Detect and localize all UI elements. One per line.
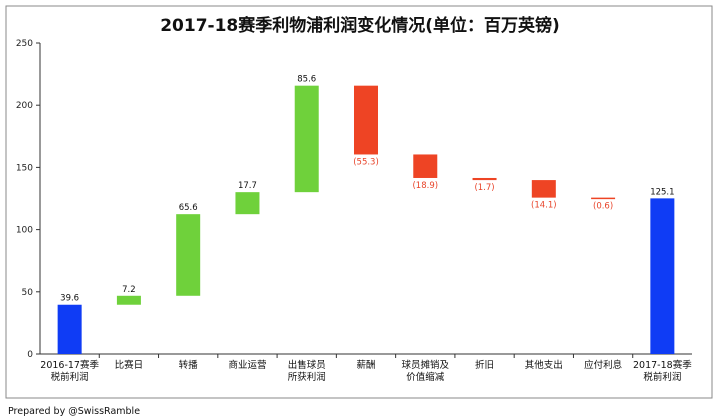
- category-label: 应付利息: [584, 359, 622, 371]
- y-tick-label: 200: [16, 101, 33, 111]
- bar-increase: [116, 295, 141, 305]
- category-label: 转播: [179, 359, 199, 371]
- category-label: 2016-17赛季: [40, 359, 99, 371]
- category-label: 2017-18赛季: [633, 359, 692, 371]
- data-label: 7.2: [122, 285, 136, 295]
- data-label: (14.1): [531, 201, 557, 211]
- category-label: 薪酬: [356, 359, 375, 371]
- y-tick-label: 250: [16, 39, 33, 49]
- data-label: (0.6): [593, 201, 613, 211]
- data-label: 65.6: [179, 203, 198, 213]
- y-tick-label: 50: [22, 288, 34, 298]
- bar-decrease: [591, 197, 616, 200]
- data-label: (55.3): [353, 157, 379, 167]
- y-tick-label: 0: [27, 350, 33, 360]
- plot-area: 05010015020025039.62016-17赛季税前利润7.2比赛日65…: [16, 39, 692, 383]
- y-tick-label: 100: [16, 226, 33, 236]
- bar-decrease: [472, 177, 497, 181]
- y-tick-label: 150: [16, 163, 33, 173]
- data-label: 85.6: [297, 75, 316, 85]
- bar-increase: [176, 214, 201, 296]
- data-label: 39.6: [60, 294, 79, 304]
- bar-increase: [294, 85, 319, 193]
- category-label: 比赛日: [115, 359, 144, 371]
- credit-text: Prepared by @SwissRamble: [8, 406, 140, 417]
- category-label: 所获利润: [288, 371, 326, 383]
- category-label: 折旧: [475, 359, 494, 371]
- data-label: (1.7): [474, 183, 494, 193]
- chart-title: 2017-18赛季利物浦利润变化情况(单位：百万英镑): [160, 15, 560, 36]
- data-label: 17.7: [238, 181, 257, 191]
- data-label: 125.1: [650, 187, 674, 197]
- bar-decrease: [354, 85, 378, 155]
- bar-total: [57, 304, 82, 354]
- category-label: 商业运营: [228, 359, 266, 371]
- category-label: 价值缩减: [406, 371, 445, 383]
- bar-decrease: [413, 154, 438, 178]
- category-label: 球员摊销及: [402, 359, 450, 371]
- bar-increase: [235, 192, 260, 215]
- chart-border: [5, 5, 713, 399]
- category-label: 税前利润: [643, 371, 681, 383]
- category-label: 其他支出: [525, 359, 563, 371]
- data-label: (18.9): [412, 181, 438, 191]
- category-label: 出售球员: [288, 359, 326, 371]
- bar-decrease: [531, 180, 556, 198]
- bar-total: [650, 198, 675, 354]
- category-label: 税前利润: [51, 371, 89, 383]
